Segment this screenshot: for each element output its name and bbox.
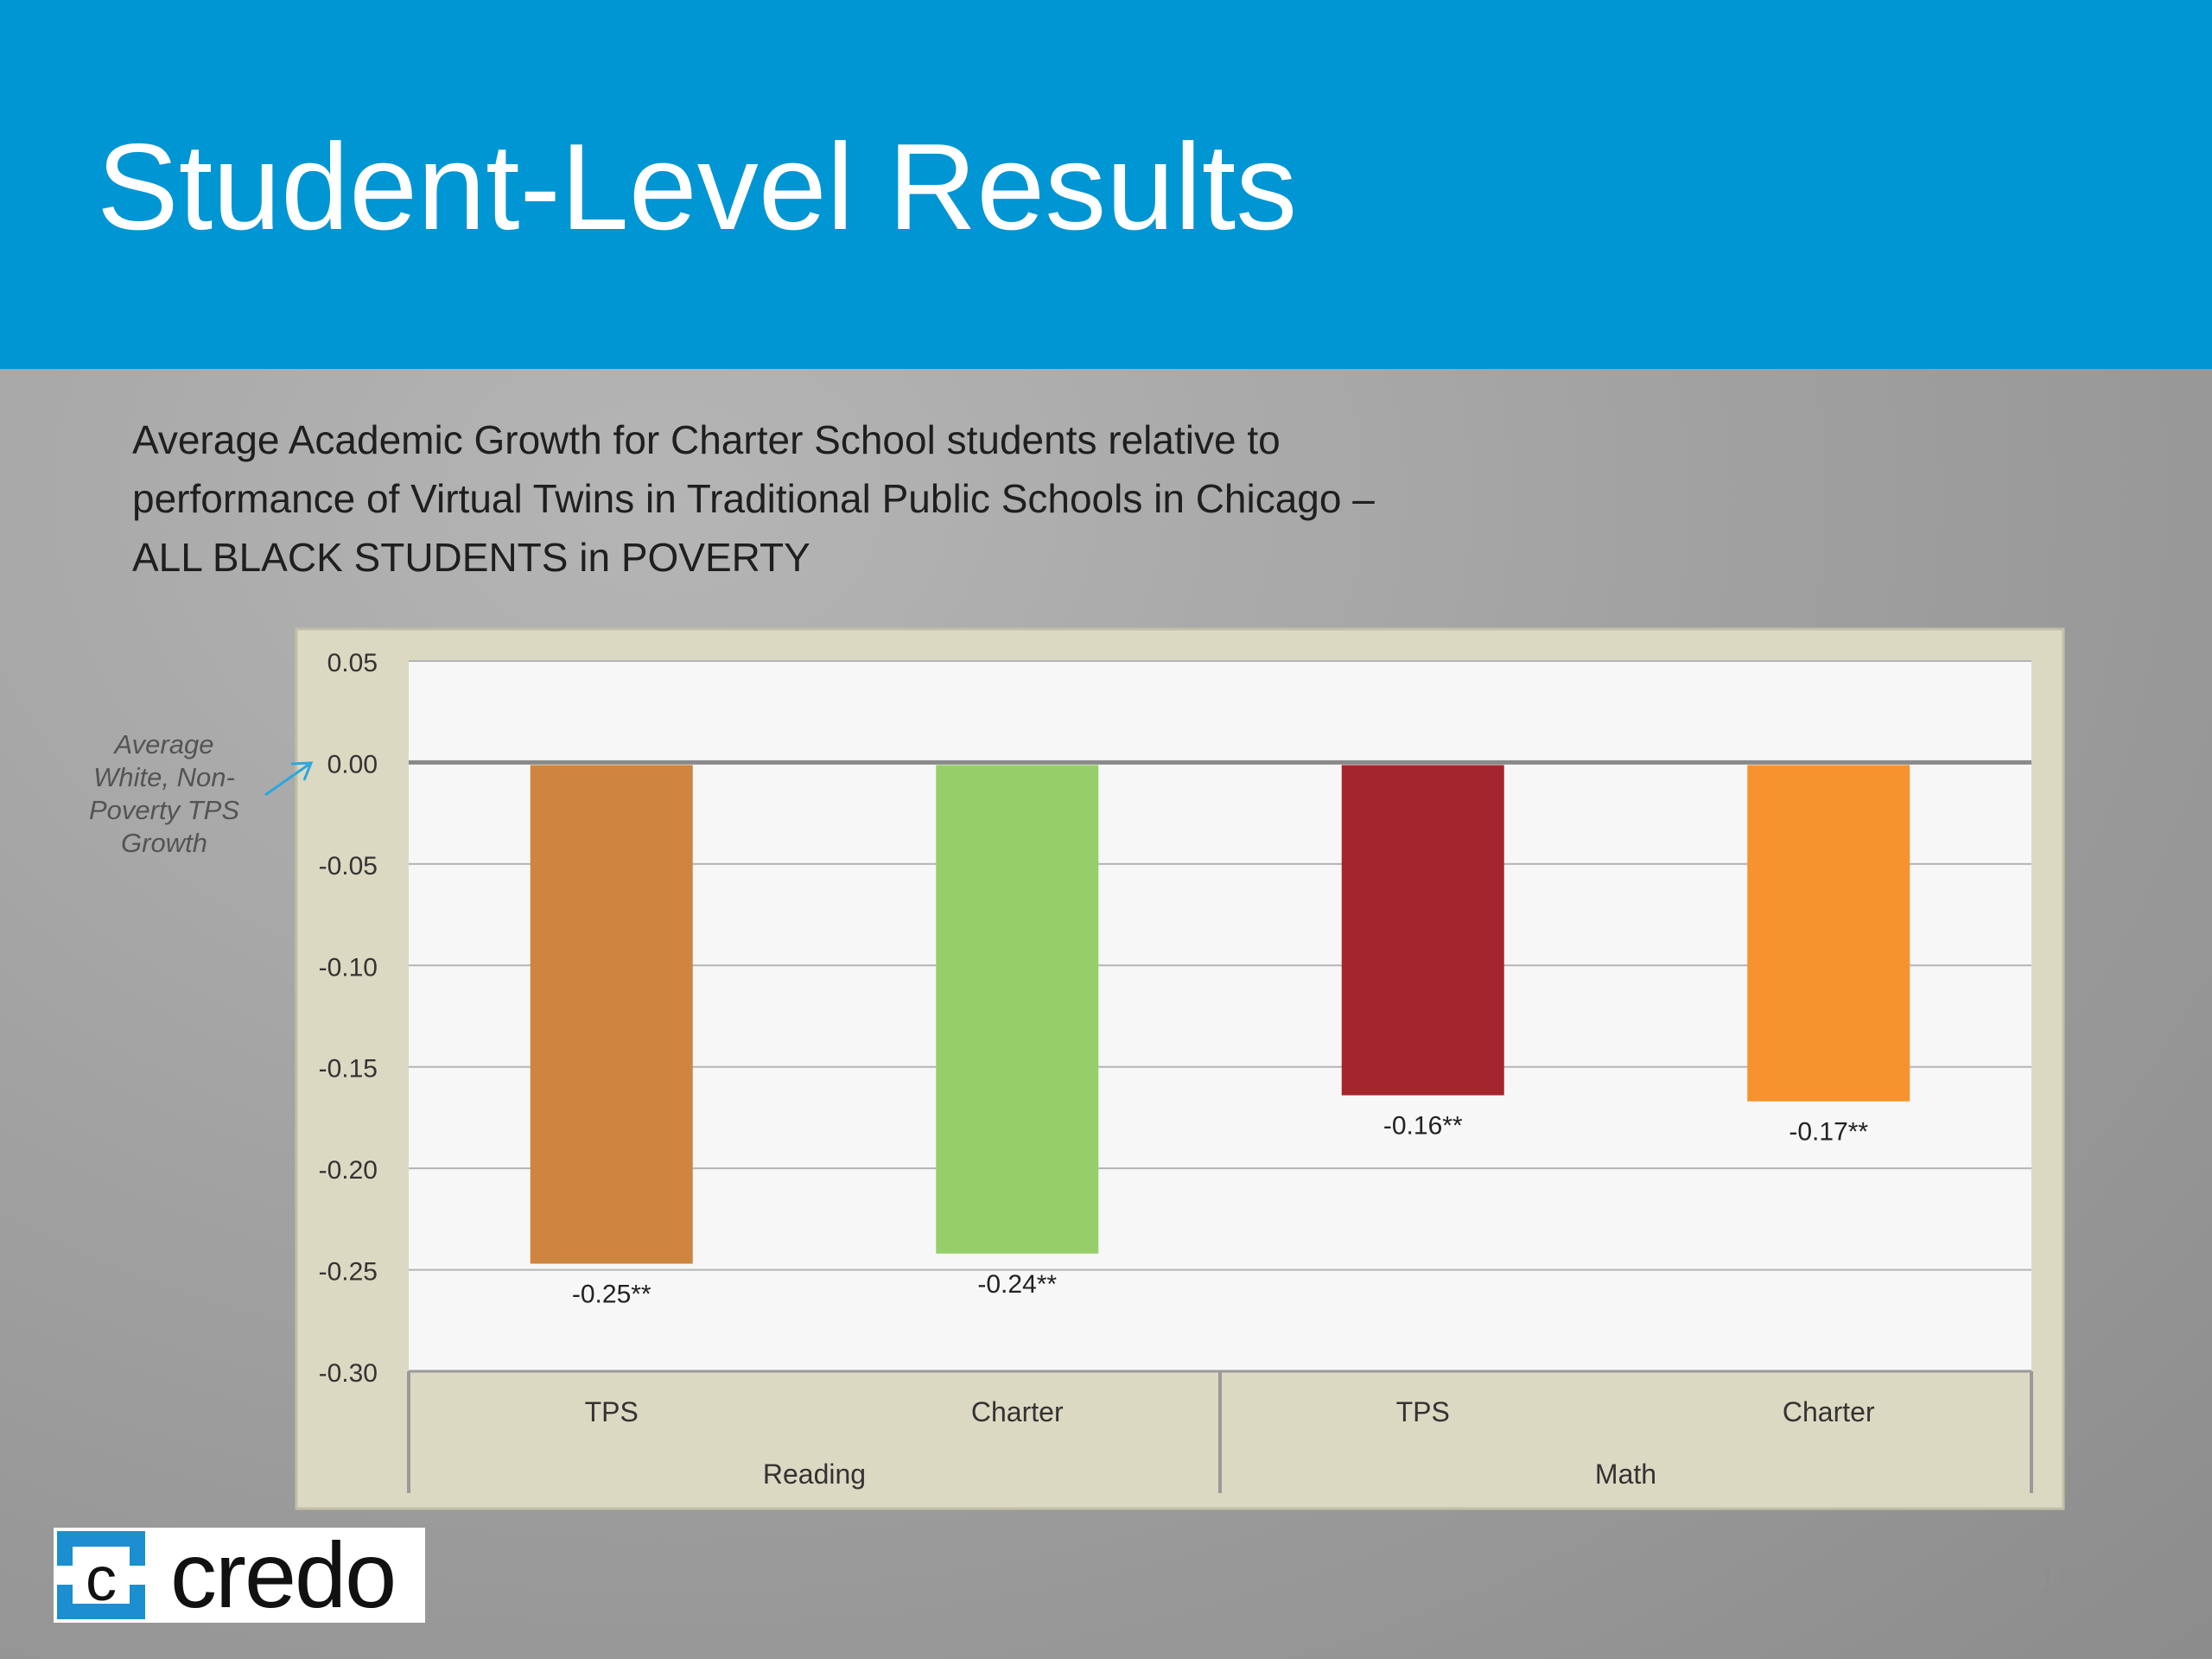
bar (936, 765, 1099, 1254)
y-tick-label: -0.20 (319, 1156, 378, 1185)
logo-wordmark: credo (170, 1522, 397, 1627)
chart-title-line: Average Academic Growth for Charter Scho… (132, 417, 1281, 462)
y-tick-label: -0.05 (319, 852, 378, 880)
annotation-line: Average (114, 729, 214, 760)
reference-annotation: Average White, Non- Poverty TPS Growth (73, 728, 255, 860)
x-tick-label: Charter (1783, 1396, 1875, 1427)
y-tick-label: -0.30 (319, 1359, 378, 1388)
y-tick-label: -0.15 (319, 1055, 378, 1084)
group-label: Math (1595, 1459, 1656, 1490)
bar (1747, 765, 1910, 1102)
credo-logo: c credo (54, 1522, 425, 1627)
annotation-line: Poverty TPS (89, 795, 239, 825)
group-label: Reading (763, 1459, 866, 1490)
logo-bracket-icon: c (57, 1531, 145, 1619)
chart-title-line: ALL BLACK STUDENTS in POVERTY (132, 535, 810, 580)
annotation-arrowhead (290, 761, 314, 781)
data-label: -0.17** (1789, 1118, 1868, 1147)
data-label: -0.24** (977, 1270, 1057, 1299)
data-label: -0.25** (572, 1281, 652, 1309)
chart-title-line: performance of Virtual Twins in Traditio… (132, 476, 1375, 521)
data-label: -0.16** (1383, 1112, 1463, 1141)
x-tick-label: TPS (1396, 1396, 1450, 1427)
y-tick-label: -0.25 (319, 1258, 378, 1287)
slide-title: Student-Level Results (97, 118, 1298, 256)
bar (1341, 765, 1504, 1096)
annotation-line: White, Non- (93, 762, 235, 792)
slide-header: Student-Level Results (0, 0, 2212, 369)
page-number: 18 (2037, 1562, 2076, 1600)
y-tick-label: 0.00 (327, 750, 378, 779)
x-tick-label: Charter (971, 1396, 1064, 1427)
svg-text:c: c (86, 1545, 117, 1614)
chart-title: Average Academic Growth for Charter Scho… (132, 410, 2033, 587)
y-tick-label: -0.10 (319, 953, 378, 982)
annotation-arrow (264, 763, 309, 797)
bar (530, 765, 693, 1264)
annotation-line: Growth (121, 828, 207, 858)
y-tick-label: 0.05 (327, 649, 378, 677)
x-tick-label: TPS (585, 1396, 639, 1427)
